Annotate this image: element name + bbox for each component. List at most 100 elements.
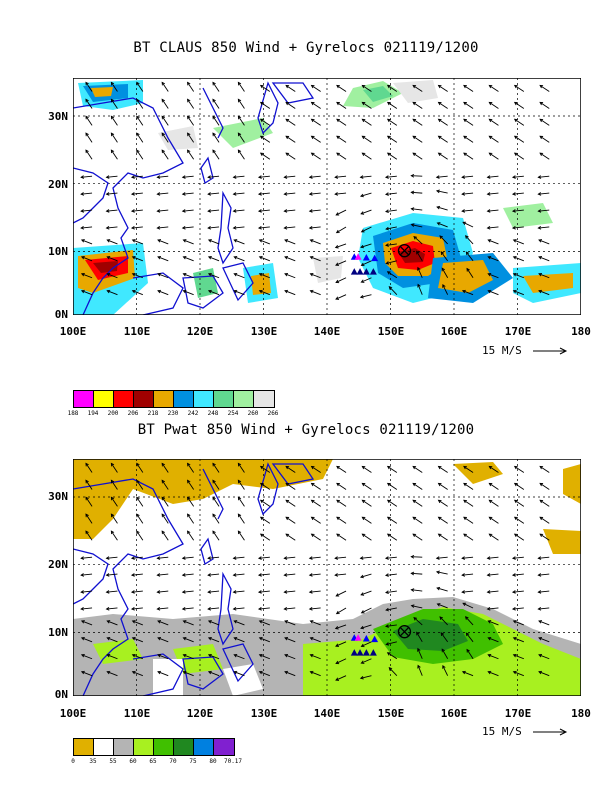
wind-vector-head — [156, 209, 161, 213]
wind-vector — [512, 573, 524, 576]
wind-vector — [258, 226, 270, 229]
wind-vector — [438, 499, 448, 507]
wind-vector — [285, 85, 296, 92]
wind-vector-head — [80, 239, 85, 243]
colorbar-swatch — [194, 391, 214, 407]
wind-vector — [417, 267, 423, 278]
wind-vector — [260, 466, 271, 473]
wind-vector — [442, 284, 449, 295]
wind-vector-head — [361, 533, 366, 538]
wind-vector — [161, 82, 169, 92]
wind-vector-head — [360, 244, 365, 249]
wind-vector-head — [258, 620, 263, 624]
wind-vector — [412, 135, 423, 143]
wind-vector — [285, 482, 296, 490]
wind-vector — [412, 118, 423, 126]
bottom-xtick-170e: 170E — [504, 707, 532, 720]
colorbar-label: 70 — [169, 758, 177, 765]
wind-vector — [212, 82, 220, 92]
wind-vector — [136, 496, 144, 507]
wind-vector-head — [284, 256, 289, 260]
colorbar-swatch — [174, 739, 194, 755]
wind-vector-head — [334, 175, 339, 179]
colorbar-label: 248 — [207, 410, 219, 417]
wind-vector — [539, 85, 550, 92]
wind-vector-head — [361, 516, 366, 521]
wind-vector — [539, 516, 550, 524]
wind-vector — [538, 290, 550, 296]
wind-vector-head — [212, 479, 216, 484]
wind-vector-head — [80, 607, 85, 611]
wind-vector — [436, 556, 448, 559]
wind-vector — [187, 132, 195, 143]
wind-vector-head — [308, 607, 313, 611]
wind-vector-head — [259, 152, 264, 157]
wind-vector — [465, 632, 474, 643]
wind-vector-head — [283, 175, 288, 179]
wind-vector — [81, 620, 93, 626]
wind-vector — [284, 573, 296, 576]
colorbar-label: 266 — [267, 410, 279, 417]
wind-vector — [361, 641, 372, 647]
wind-vector — [462, 602, 474, 609]
bottom-ytick-30n: 30N — [48, 490, 68, 503]
wind-vector-head — [182, 239, 187, 243]
wind-vector — [132, 273, 144, 279]
wind-vector — [360, 573, 372, 578]
wind-vector — [234, 256, 245, 262]
wind-vector-head — [309, 653, 314, 658]
wind-vector-head — [335, 643, 339, 647]
wind-vector — [136, 115, 144, 126]
wind-vector-head — [335, 212, 340, 216]
wind-vector-head — [537, 192, 542, 196]
wind-vector — [489, 499, 499, 507]
wind-vector — [362, 482, 372, 490]
wind-vector — [237, 463, 245, 473]
wind-vector — [183, 654, 194, 660]
bottom-panel-title: BT Pwat 850 Wind + Gyrelocs 021119/1200 — [137, 422, 475, 438]
wind-vector — [157, 620, 169, 626]
wind-vector — [311, 85, 321, 92]
colorbar-swatch — [74, 391, 94, 407]
top-xtick-140e: 140E — [313, 325, 341, 338]
wind-vector-head — [80, 573, 85, 577]
wind-vector — [385, 573, 397, 576]
wind-vector-head — [412, 135, 417, 140]
wind-vector-head — [512, 256, 517, 260]
wind-vector — [285, 499, 296, 507]
top-gyre-markers — [350, 244, 412, 275]
wind-vector — [513, 290, 525, 296]
wind-vector-head — [461, 573, 466, 577]
wind-vector-head — [360, 660, 365, 664]
wind-vector — [110, 480, 118, 490]
wind-vector-head — [384, 556, 389, 560]
wind-vector-head — [156, 556, 161, 560]
wind-vector-head — [130, 192, 135, 196]
wind-vector — [258, 209, 270, 212]
wind-vector-head — [308, 226, 313, 230]
wind-vector-head — [388, 286, 393, 290]
wind-vector — [106, 607, 118, 610]
wind-vector-head — [181, 556, 186, 560]
wind-vector-head — [410, 571, 415, 576]
wind-vector-head — [284, 670, 289, 675]
wind-vector-head — [335, 610, 340, 615]
wind-vector-head — [537, 573, 542, 577]
bottom-xtick-110e: 110E — [123, 707, 151, 720]
wind-vector-head — [284, 272, 289, 277]
wind-vector — [335, 175, 347, 178]
colorbar-swatch — [114, 739, 134, 755]
wind-vector — [336, 533, 347, 541]
wind-vector — [538, 256, 550, 262]
wind-vector — [187, 82, 195, 92]
wind-vector-head — [385, 590, 389, 595]
wind-vector — [360, 675, 372, 679]
wind-vector — [514, 466, 525, 473]
wind-vector — [182, 192, 194, 195]
wind-vector — [489, 516, 499, 524]
colorbar-swatch — [154, 739, 174, 755]
wind-vector — [538, 671, 550, 677]
wind-vector — [436, 206, 448, 211]
wind-vector-head — [538, 620, 543, 624]
wind-vector — [385, 607, 397, 611]
